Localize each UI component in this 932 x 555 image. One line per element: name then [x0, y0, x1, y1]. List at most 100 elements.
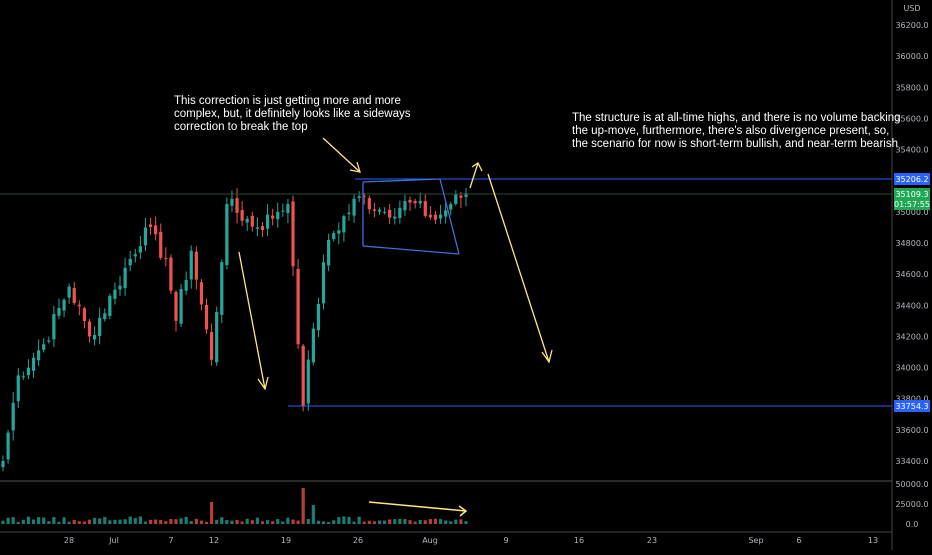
candle-body[interactable]	[16, 375, 20, 402]
candle-body[interactable]	[113, 289, 117, 299]
candle-body[interactable]	[403, 201, 407, 211]
candle-body[interactable]	[77, 304, 81, 307]
volume-bar[interactable]	[250, 520, 254, 524]
candle-body[interactable]	[169, 257, 173, 291]
volume-bar[interactable]	[372, 521, 377, 524]
candle-body[interactable]	[6, 432, 10, 460]
volume-bar[interactable]	[82, 521, 87, 524]
volume-bar[interactable]	[260, 521, 265, 524]
volume-bar[interactable]	[108, 520, 112, 524]
volume-bar[interactable]	[42, 517, 46, 524]
volume-bar[interactable]	[382, 520, 387, 524]
candle-body[interactable]	[260, 226, 265, 231]
candle-body[interactable]	[42, 344, 46, 350]
time-axis[interactable]: 28 Jul 7 12 19 26 Aug 9 16 23 Sep 6 13	[64, 536, 878, 545]
volume-bar[interactable]	[377, 520, 382, 524]
volume-bar[interactable]	[103, 517, 107, 524]
volume-bar[interactable]	[133, 518, 137, 524]
volume-bar[interactable]	[438, 519, 443, 524]
volume-bar[interactable]	[148, 519, 153, 524]
candle-body[interactable]	[342, 216, 346, 233]
candle-body[interactable]	[276, 211, 280, 220]
candle-body[interactable]	[306, 359, 310, 404]
volume-bar[interactable]	[26, 516, 31, 524]
volume-bar[interactable]	[428, 519, 432, 524]
candle-body[interactable]	[98, 317, 102, 337]
candle-body[interactable]	[133, 254, 137, 257]
volume-bar[interactable]	[240, 521, 244, 524]
volume-bar[interactable]	[418, 520, 422, 524]
candle-body[interactable]	[377, 209, 382, 212]
volume-bar[interactable]	[113, 519, 117, 524]
candle-body[interactable]	[103, 313, 107, 320]
candle-body[interactable]	[291, 201, 295, 267]
candle-body[interactable]	[398, 207, 402, 219]
pointer-arrow-to-range[interactable]	[322, 137, 361, 173]
candle-body[interactable]	[393, 216, 397, 219]
volume-bar[interactable]	[47, 521, 51, 524]
candle-body[interactable]	[62, 299, 66, 311]
volume-bar[interactable]	[306, 518, 310, 524]
volume-bar[interactable]	[433, 518, 438, 524]
candle-body[interactable]	[210, 332, 214, 360]
volume-bar[interactable]	[16, 521, 20, 524]
volume-bar[interactable]	[138, 516, 142, 524]
volume-bar[interactable]	[408, 520, 412, 524]
volume-bar[interactable]	[204, 521, 209, 524]
volume-bar[interactable]	[327, 521, 331, 524]
volume-bar[interactable]	[449, 521, 453, 524]
volume-bar[interactable]	[291, 519, 295, 524]
volume-bar[interactable]	[337, 517, 341, 524]
volume-bar[interactable]	[57, 521, 61, 524]
volume-bar[interactable]	[199, 520, 204, 524]
volume-bar[interactable]	[459, 519, 463, 524]
candle-body[interactable]	[459, 195, 463, 198]
candle-body[interactable]	[372, 209, 377, 211]
candle-body[interactable]	[327, 239, 331, 266]
candle-body[interactable]	[179, 288, 183, 324]
volume-bar[interactable]	[398, 518, 402, 524]
volume-bar[interactable]	[6, 517, 10, 524]
candle-body[interactable]	[444, 210, 448, 217]
candle-body[interactable]	[464, 193, 468, 197]
candle-body[interactable]	[321, 262, 326, 304]
candle-body[interactable]	[332, 233, 336, 240]
candle-body[interactable]	[47, 340, 51, 342]
candle-body[interactable]	[271, 215, 275, 219]
candle-body[interactable]	[245, 218, 249, 223]
volume-bar[interactable]	[72, 520, 76, 524]
candle-body[interactable]	[164, 258, 168, 260]
volume-bar[interactable]	[164, 521, 168, 524]
volume-bar[interactable]	[184, 516, 188, 524]
candle-body[interactable]	[37, 350, 41, 361]
candle-body[interactable]	[82, 308, 87, 322]
volume-bar[interactable]	[265, 520, 270, 524]
candle-body[interactable]	[449, 204, 453, 210]
candle-body[interactable]	[352, 198, 356, 216]
volume-bar[interactable]	[464, 521, 468, 524]
volume-bar[interactable]	[342, 516, 346, 524]
volume-bar[interactable]	[154, 519, 158, 524]
annotation-right[interactable]: The structure is at all-time highs, and …	[572, 112, 901, 150]
volume-bar[interactable]	[235, 519, 239, 524]
candle-body[interactable]	[408, 199, 412, 203]
volume-bar[interactable]	[62, 517, 66, 524]
candle-body[interactable]	[67, 286, 71, 298]
volume-bar[interactable]	[367, 520, 371, 524]
candle-body[interactable]	[87, 321, 92, 337]
volume-bar[interactable]	[286, 517, 290, 524]
volume-divergence-arrow[interactable]	[368, 501, 468, 517]
candle-body[interactable]	[118, 285, 122, 290]
candle-body[interactable]	[296, 268, 300, 345]
candle-body[interactable]	[204, 304, 209, 330]
volume-bar[interactable]	[444, 520, 448, 524]
candle-body[interactable]	[311, 328, 315, 363]
candle-body[interactable]	[174, 291, 178, 321]
volume-bar[interactable]	[316, 520, 321, 524]
volume-bar[interactable]	[311, 504, 315, 524]
candle-body[interactable]	[382, 211, 387, 213]
candle-body[interactable]	[128, 258, 132, 266]
currency-label[interactable]: USD	[903, 4, 920, 13]
